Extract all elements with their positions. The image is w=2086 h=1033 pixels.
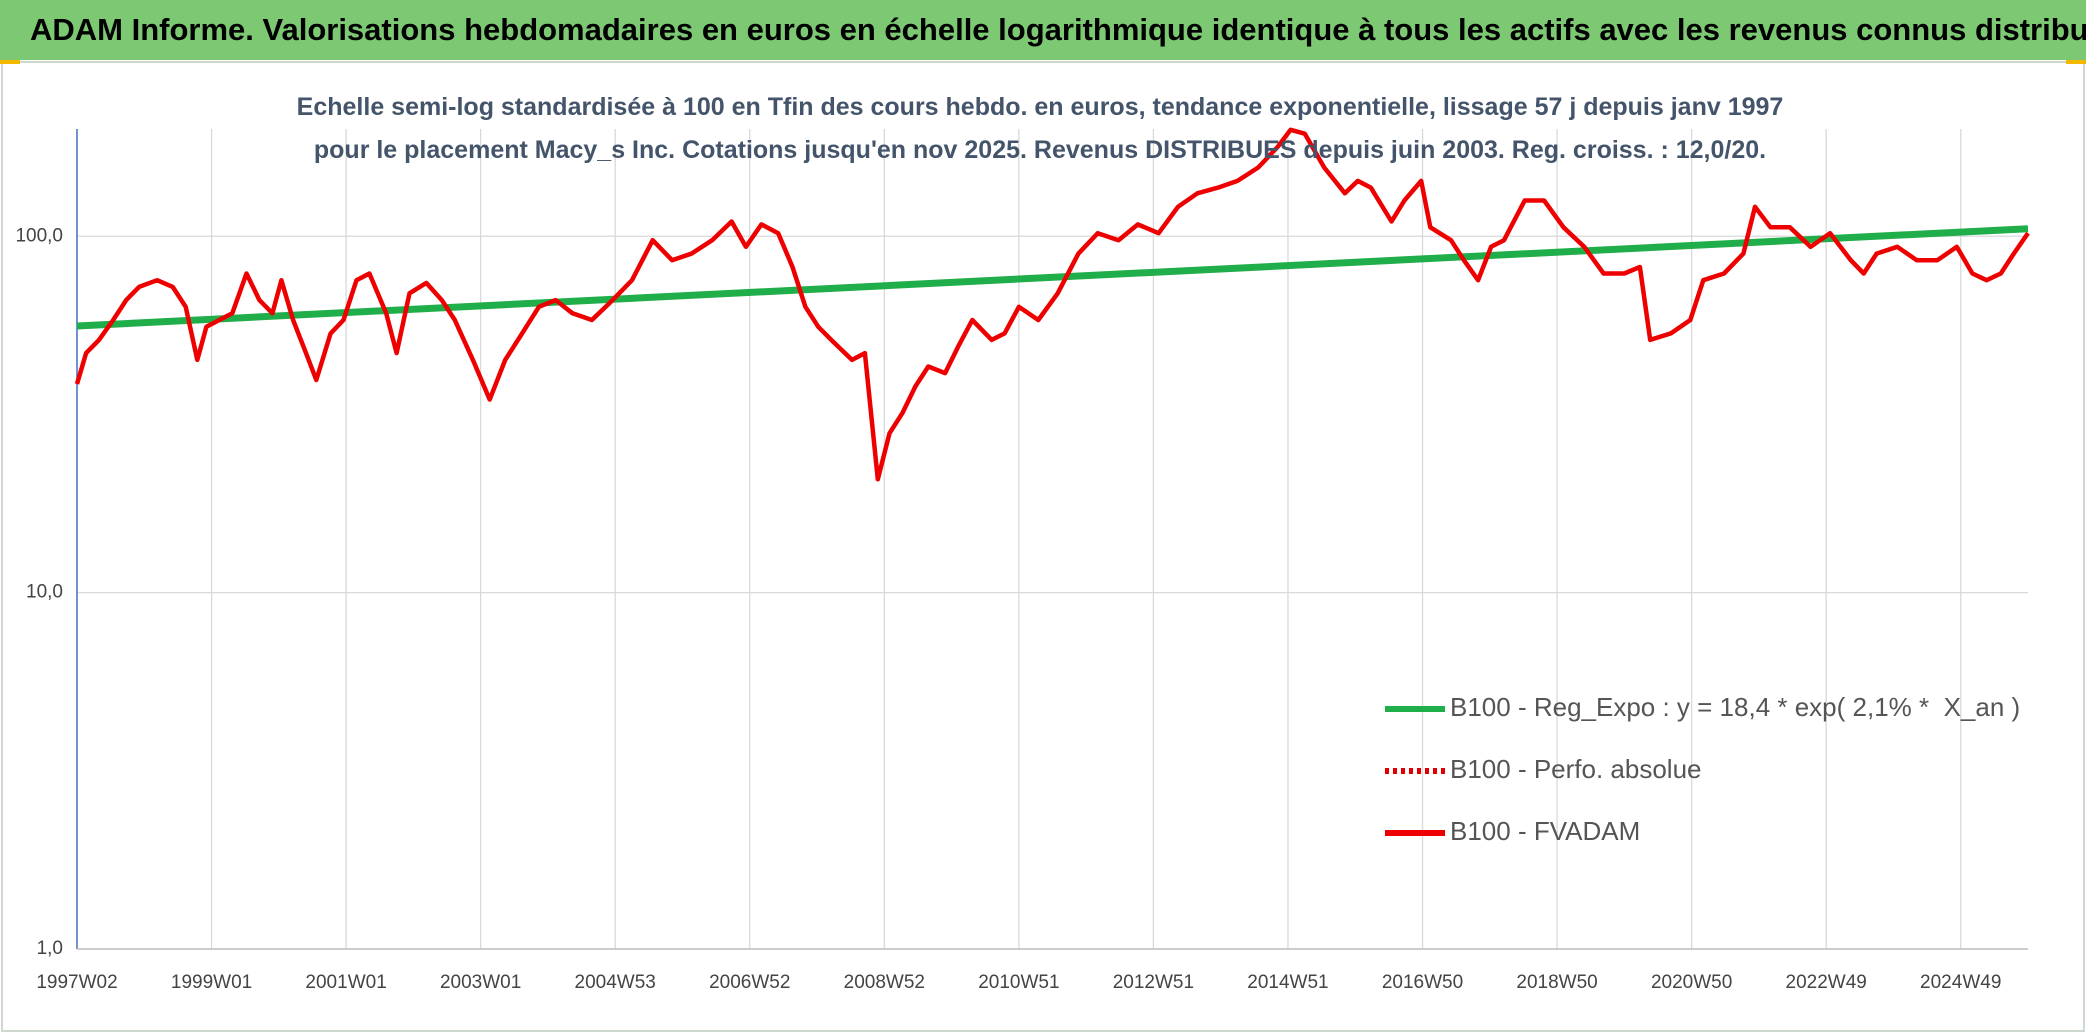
legend-label: B100 - Perfo. absolue xyxy=(1450,754,1702,784)
series-line xyxy=(76,225,2029,330)
y-tick-label: 10,0 xyxy=(26,582,63,603)
legend-label: B100 - FVADAM xyxy=(1450,816,1640,846)
y-tick-label: 1,0 xyxy=(37,938,63,959)
chart-subtitle: Echelle semi-log standardisée à 100 en T… xyxy=(296,93,1784,164)
x-tick-label: 2003W01 xyxy=(440,972,521,993)
x-tick-label: 2016W50 xyxy=(1382,972,1463,993)
chart-border xyxy=(1,61,2085,1032)
x-tick-label: 2010W51 xyxy=(978,972,1059,993)
x-tick-label: 2020W50 xyxy=(1651,972,1732,993)
y-tick-label: 100,0 xyxy=(15,225,63,246)
x-tick-label: 2022W49 xyxy=(1786,972,1867,993)
chart-title: ADAM Informe. Valorisations hebdomadaire… xyxy=(0,0,2086,60)
x-tick-label: 1999W01 xyxy=(171,972,252,993)
x-tick-label: 2004W53 xyxy=(575,972,656,993)
x-tick-label: 2018W50 xyxy=(1516,972,1597,993)
x-tick-label: 2024W49 xyxy=(1920,972,2001,993)
x-tick-label: 2012W51 xyxy=(1113,972,1194,993)
x-tick-label: 1997W02 xyxy=(36,972,117,993)
x-tick-label: 2014W51 xyxy=(1247,972,1328,993)
x-tick-label: 2001W01 xyxy=(305,972,386,993)
series-line xyxy=(74,127,2030,482)
legend-label: B100 - Reg_Expo : y = 18,4 * exp( 2,1% *… xyxy=(1450,692,2020,722)
x-tick-label: 2006W52 xyxy=(709,972,790,993)
x-tick-label: 2008W52 xyxy=(844,972,925,993)
